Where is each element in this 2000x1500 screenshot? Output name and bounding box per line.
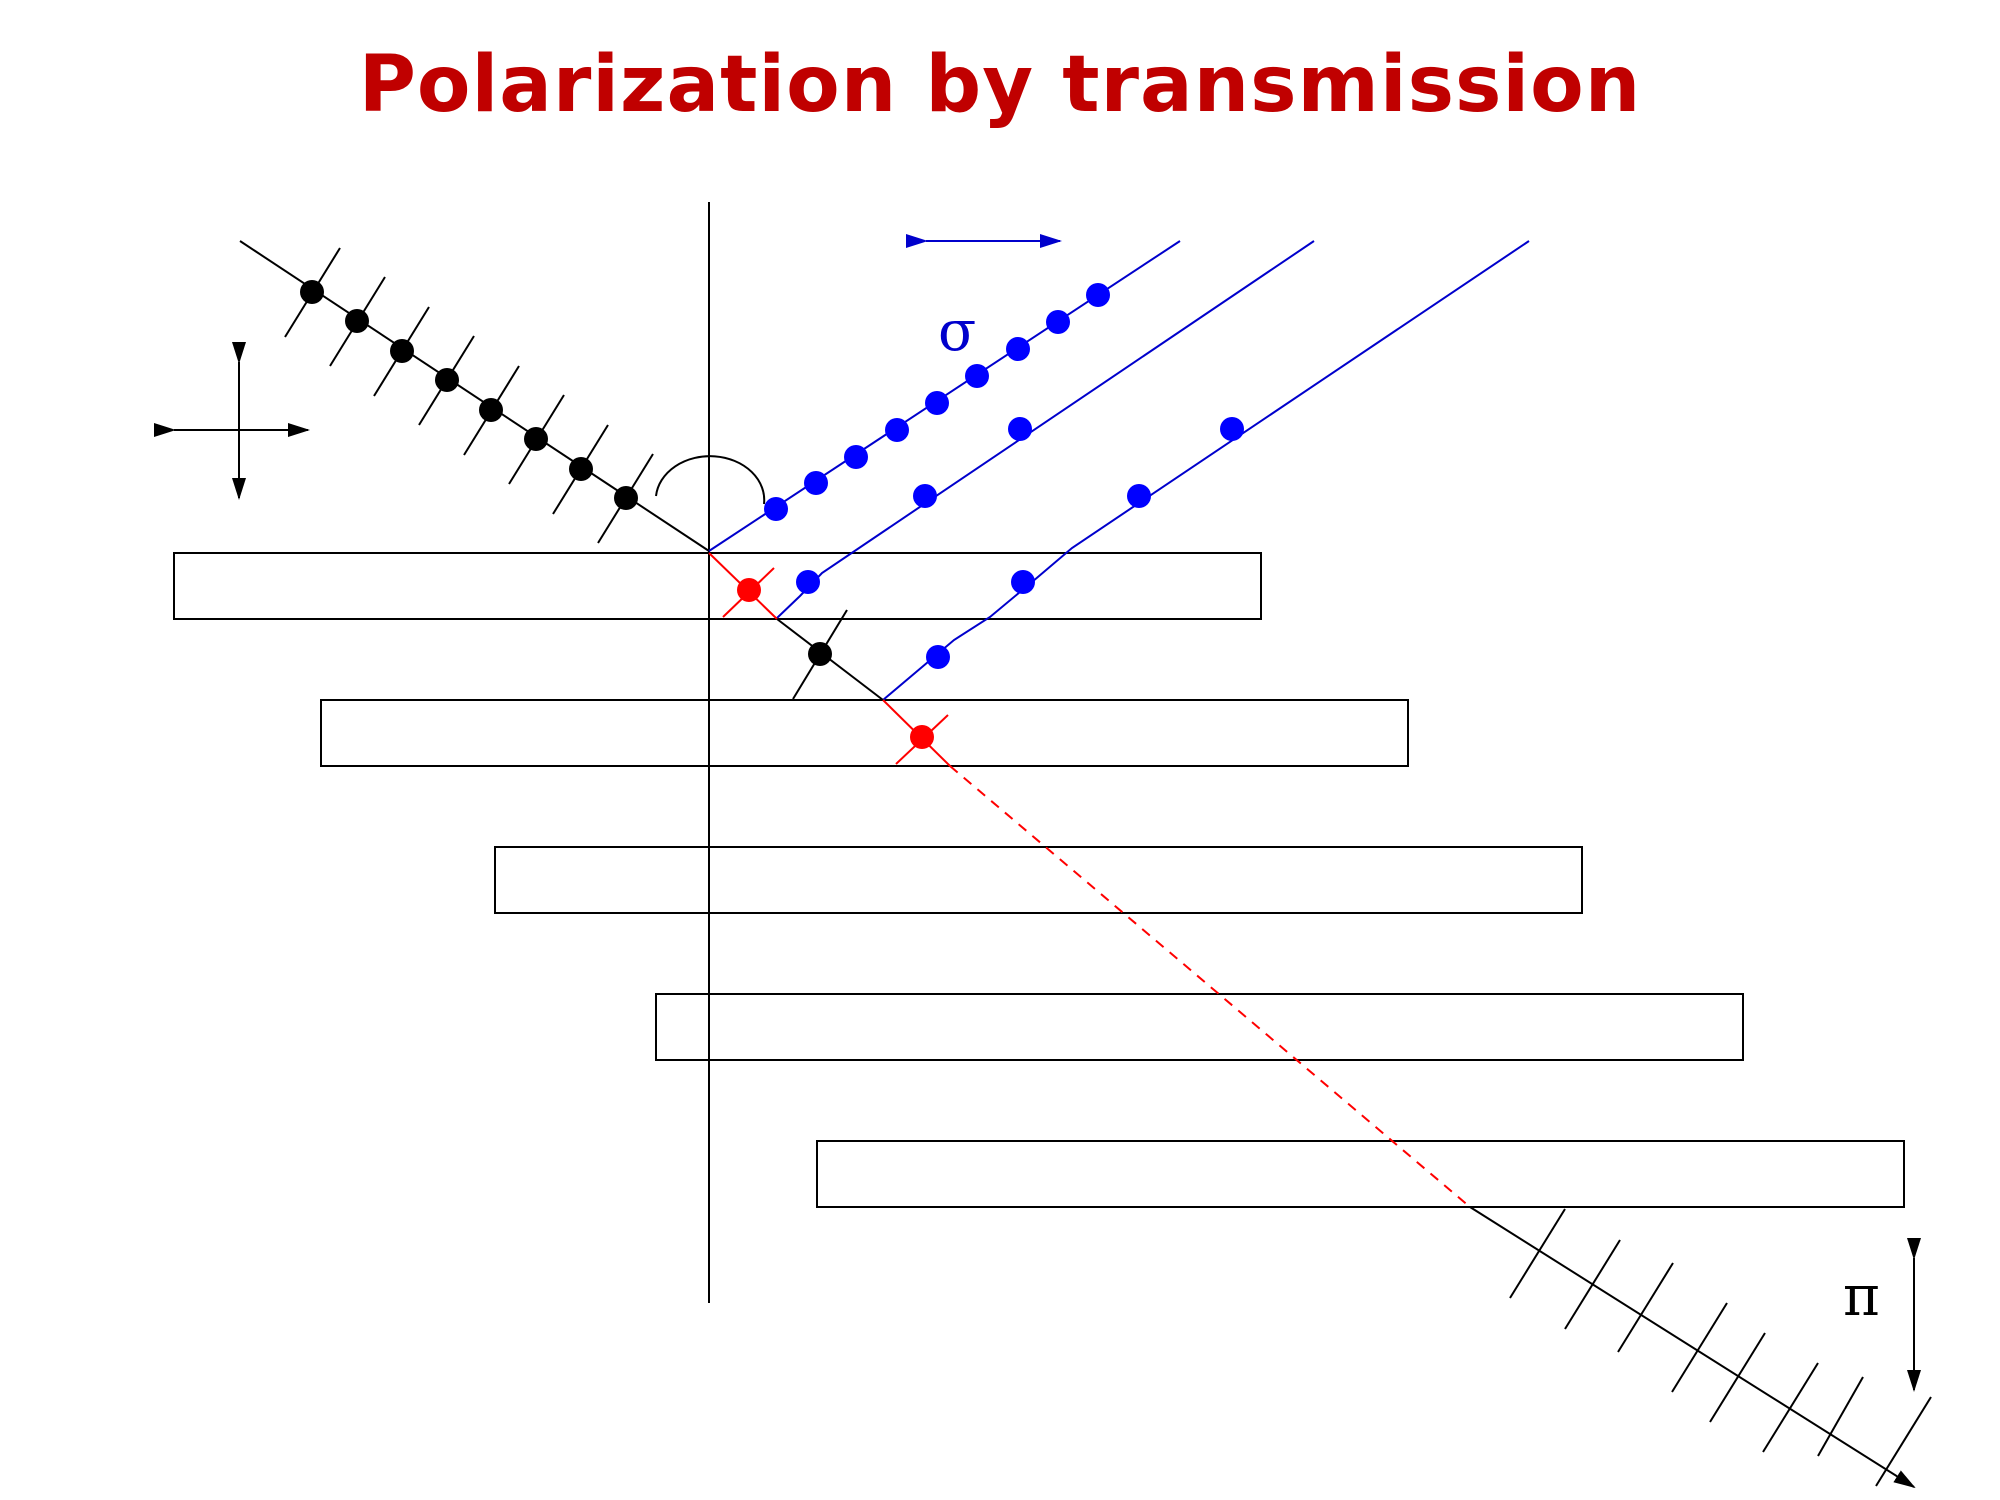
glass-plates xyxy=(173,552,1905,1208)
transmitted-dots xyxy=(737,578,934,749)
page-title: Polarization by transmission xyxy=(358,40,1642,130)
angle-arc xyxy=(655,455,766,505)
glass-plate-1 xyxy=(173,552,1262,620)
transmitted-beam xyxy=(1469,1206,1932,1489)
glass-plate-3 xyxy=(494,846,1583,914)
reflected-sigma-dots xyxy=(764,283,1244,669)
sigma-label: σ xyxy=(938,299,976,364)
glass-plate-5 xyxy=(816,1140,1905,1208)
incident-sigma-dots xyxy=(300,280,638,510)
glass-plate-4 xyxy=(655,993,1744,1061)
reflected-beams xyxy=(708,240,1530,701)
unpolarized-cross-icon xyxy=(154,342,310,500)
glass-plate-2 xyxy=(320,699,1409,767)
pi-label: π xyxy=(1843,1264,1880,1329)
